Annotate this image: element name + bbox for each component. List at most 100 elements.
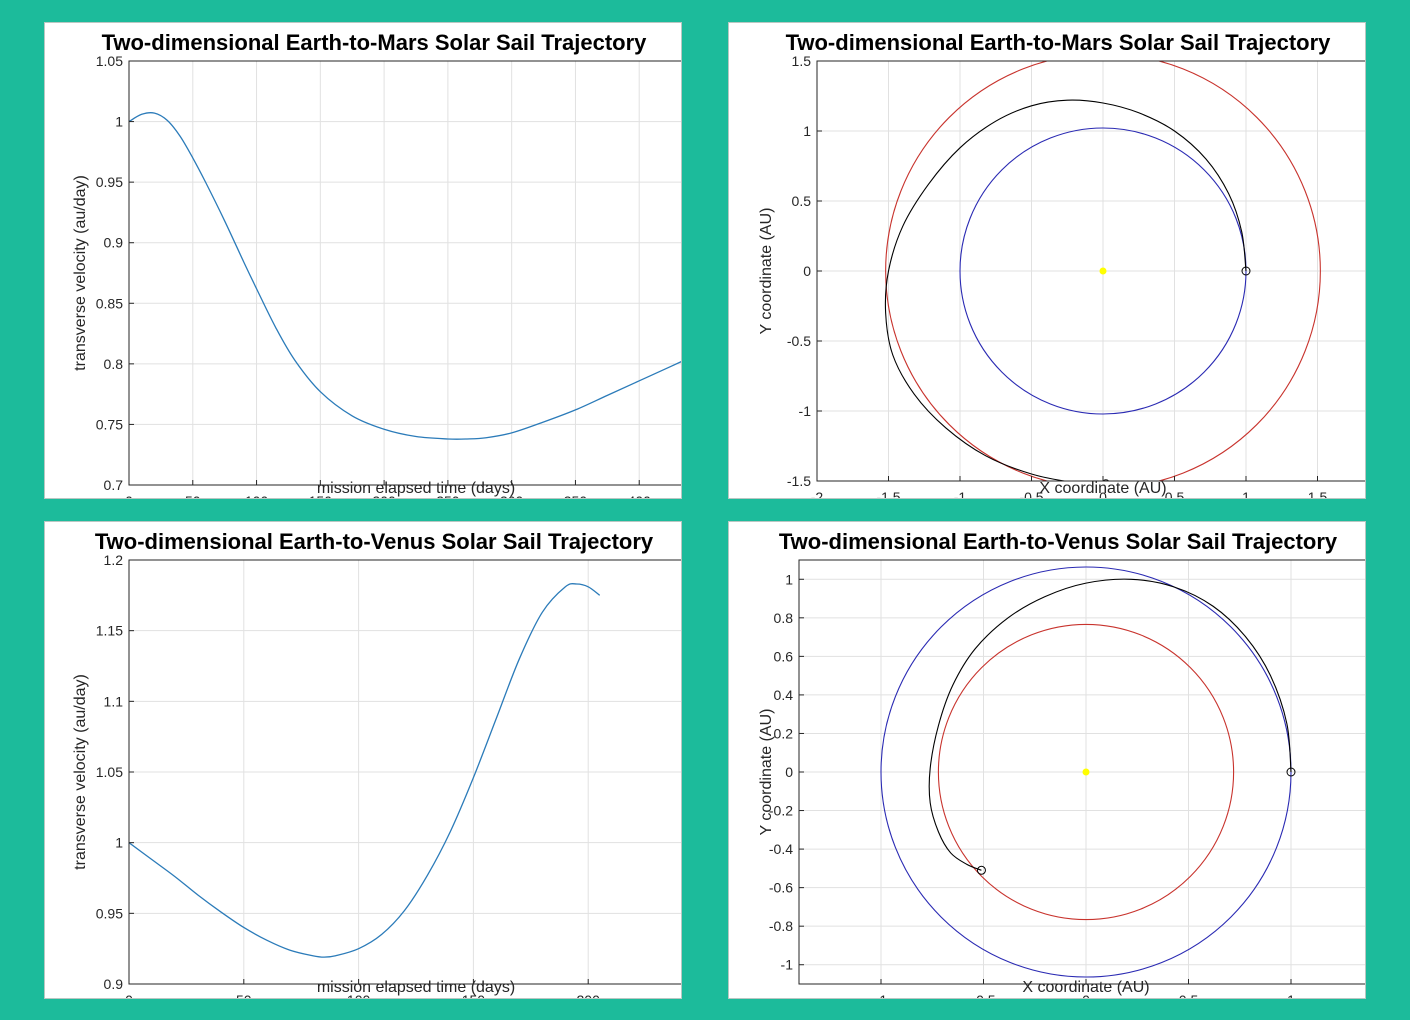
sun-marker — [1099, 267, 1107, 275]
x-tick-label: 250 — [436, 493, 460, 499]
plot-lines — [129, 112, 681, 440]
y-axis-label: Y coordinate (AU) — [758, 709, 775, 836]
series-line — [129, 112, 681, 440]
chart-panel-venus-trajectory: Two-dimensional Earth-to-Venus Solar Sai… — [728, 521, 1366, 999]
x-tick-label: 50 — [236, 992, 252, 999]
y-tick-label: 0.75 — [96, 416, 123, 432]
chart-svg: Two-dimensional Earth-to-Mars Solar Sail… — [72, 30, 681, 499]
y-tick-label: 1.2 — [104, 552, 124, 568]
plot-lines — [884, 61, 1321, 481]
x-tick-label: 200 — [372, 493, 396, 499]
y-tick-label: 0.8 — [104, 356, 124, 372]
y-tick-label: 1 — [803, 123, 811, 139]
grid — [128, 60, 681, 486]
tick-labels: -1 -0.5 0 0.5 1 -1 -0.8 -0.6 -0.4 -0.2 0 0.2 0.4 0.6 0… — [769, 571, 1295, 999]
y-tick-label: 0.85 — [96, 295, 123, 311]
x-tick-label: 400 — [628, 493, 652, 499]
x-axis-label: mission elapsed time (days) — [317, 480, 515, 497]
x-tick-label: -0.5 — [971, 992, 995, 999]
sun-marker — [1082, 768, 1090, 776]
y-tick-label: -1 — [799, 403, 812, 419]
y-tick-label: 1.15 — [96, 623, 123, 639]
y-tick-label: -0.6 — [769, 880, 793, 896]
trajectory-line — [928, 578, 1292, 871]
x-tick-label: 100 — [245, 493, 269, 499]
x-axis-label: mission elapsed time (days) — [317, 979, 515, 996]
y-axis-label: transverse velocity (au/day) — [72, 175, 89, 371]
y-tick-label: 1 — [115, 114, 123, 130]
y-tick-label: 0.8 — [774, 610, 794, 626]
x-tick-label: 300 — [500, 493, 524, 499]
x-tick-label: 1 — [1242, 489, 1250, 499]
y-tick-label: 1.05 — [96, 764, 123, 780]
y-tick-label: 0.4 — [774, 687, 794, 703]
y-tick-label: 0.95 — [96, 174, 123, 190]
series-line — [129, 583, 601, 958]
grid — [816, 60, 1365, 482]
x-axis-label: X coordinate (AU) — [1039, 480, 1166, 497]
tick-labels: 0501001502002503003504004500.70.750.80.8… — [96, 53, 652, 499]
y-tick-label: 1.5 — [792, 53, 812, 69]
grid — [128, 559, 681, 985]
y-tick-label: 1 — [785, 571, 793, 587]
y-tick-label: 0.2 — [774, 725, 794, 741]
chart-svg: Two-dimensional Earth-to-Mars Solar Sail… — [758, 30, 1365, 499]
chart-title: Two-dimensional Earth-to-Mars Solar Sail… — [786, 30, 1332, 55]
y-tick-label: 1 — [115, 835, 123, 851]
chart-svg: Two-dimensional Earth-to-Venus Solar Sai… — [758, 529, 1365, 999]
y-tick-label: -1.5 — [787, 473, 811, 489]
x-tick-label: 100 — [347, 992, 371, 999]
x-tick-label: 0 — [1099, 489, 1107, 499]
x-tick-label: 1.5 — [1308, 489, 1328, 499]
y-tick-label: -0.2 — [769, 803, 793, 819]
x-tick-label: 1 — [1287, 992, 1295, 999]
y-tick-label: 0.6 — [774, 648, 794, 664]
x-tick-label: -1 — [954, 489, 967, 499]
axes-box — [128, 60, 681, 486]
x-tick-label: 150 — [462, 992, 486, 999]
x-tick-label: 50 — [185, 493, 201, 499]
x-tick-label: 0 — [1082, 992, 1090, 999]
chart-title: Two-dimensional Earth-to-Venus Solar Sai… — [95, 529, 654, 554]
orbit-circle — [885, 61, 1321, 481]
y-axis-label: Y coordinate (AU) — [758, 208, 775, 335]
chart-panel-mars-trajectory: Two-dimensional Earth-to-Mars Solar Sail… — [728, 22, 1366, 499]
tick-labels: -2-1.5-1-0.500.511.52-1.5-1-0.500.511.5 — [787, 53, 1328, 499]
plot-lines — [880, 566, 1296, 978]
x-tick-label: 150 — [309, 493, 333, 499]
y-tick-label: 0 — [803, 263, 811, 279]
y-tick-label: -0.8 — [769, 918, 793, 934]
y-tick-label: 1.05 — [96, 53, 123, 69]
y-tick-label: 0.9 — [104, 976, 124, 992]
chart-panel-venus-velocity: Two-dimensional Earth-to-Venus Solar Sai… — [44, 521, 682, 999]
x-tick-label: 0.5 — [1165, 489, 1185, 499]
endpoint-marker — [1102, 479, 1110, 481]
x-tick-label: 0.5 — [1179, 992, 1199, 999]
y-tick-label: 0.7 — [104, 477, 124, 493]
endpoint-marker — [1286, 767, 1296, 777]
chart-svg: Two-dimensional Earth-to-Venus Solar Sai… — [72, 529, 681, 999]
x-tick-label: -1 — [875, 992, 888, 999]
x-tick-label: -2 — [811, 489, 824, 499]
chart-panel-mars-velocity: Two-dimensional Earth-to-Mars Solar Sail… — [44, 22, 682, 499]
y-tick-label: 1.1 — [104, 693, 124, 709]
x-tick-label: -0.5 — [1019, 489, 1043, 499]
plot-lines — [129, 583, 601, 958]
y-tick-label: 0 — [785, 764, 793, 780]
x-tick-label: 200 — [577, 992, 601, 999]
trajectory-line — [884, 99, 1247, 481]
y-axis-label: transverse velocity (au/day) — [72, 674, 89, 870]
y-tick-label: -1 — [781, 957, 794, 973]
y-tick-label: -0.5 — [787, 333, 811, 349]
endpoint-marker — [976, 865, 986, 875]
y-tick-label: 0.5 — [792, 193, 812, 209]
x-tick-label: 350 — [564, 493, 588, 499]
endpoint-marker — [1241, 266, 1251, 276]
y-tick-label: 0.9 — [104, 235, 124, 251]
y-tick-label: -0.4 — [769, 841, 793, 857]
chart-title: Two-dimensional Earth-to-Venus Solar Sai… — [779, 529, 1338, 554]
y-tick-label: 0.95 — [96, 905, 123, 921]
x-tick-label: -1.5 — [876, 489, 900, 499]
x-axis-label: X coordinate (AU) — [1022, 979, 1149, 996]
